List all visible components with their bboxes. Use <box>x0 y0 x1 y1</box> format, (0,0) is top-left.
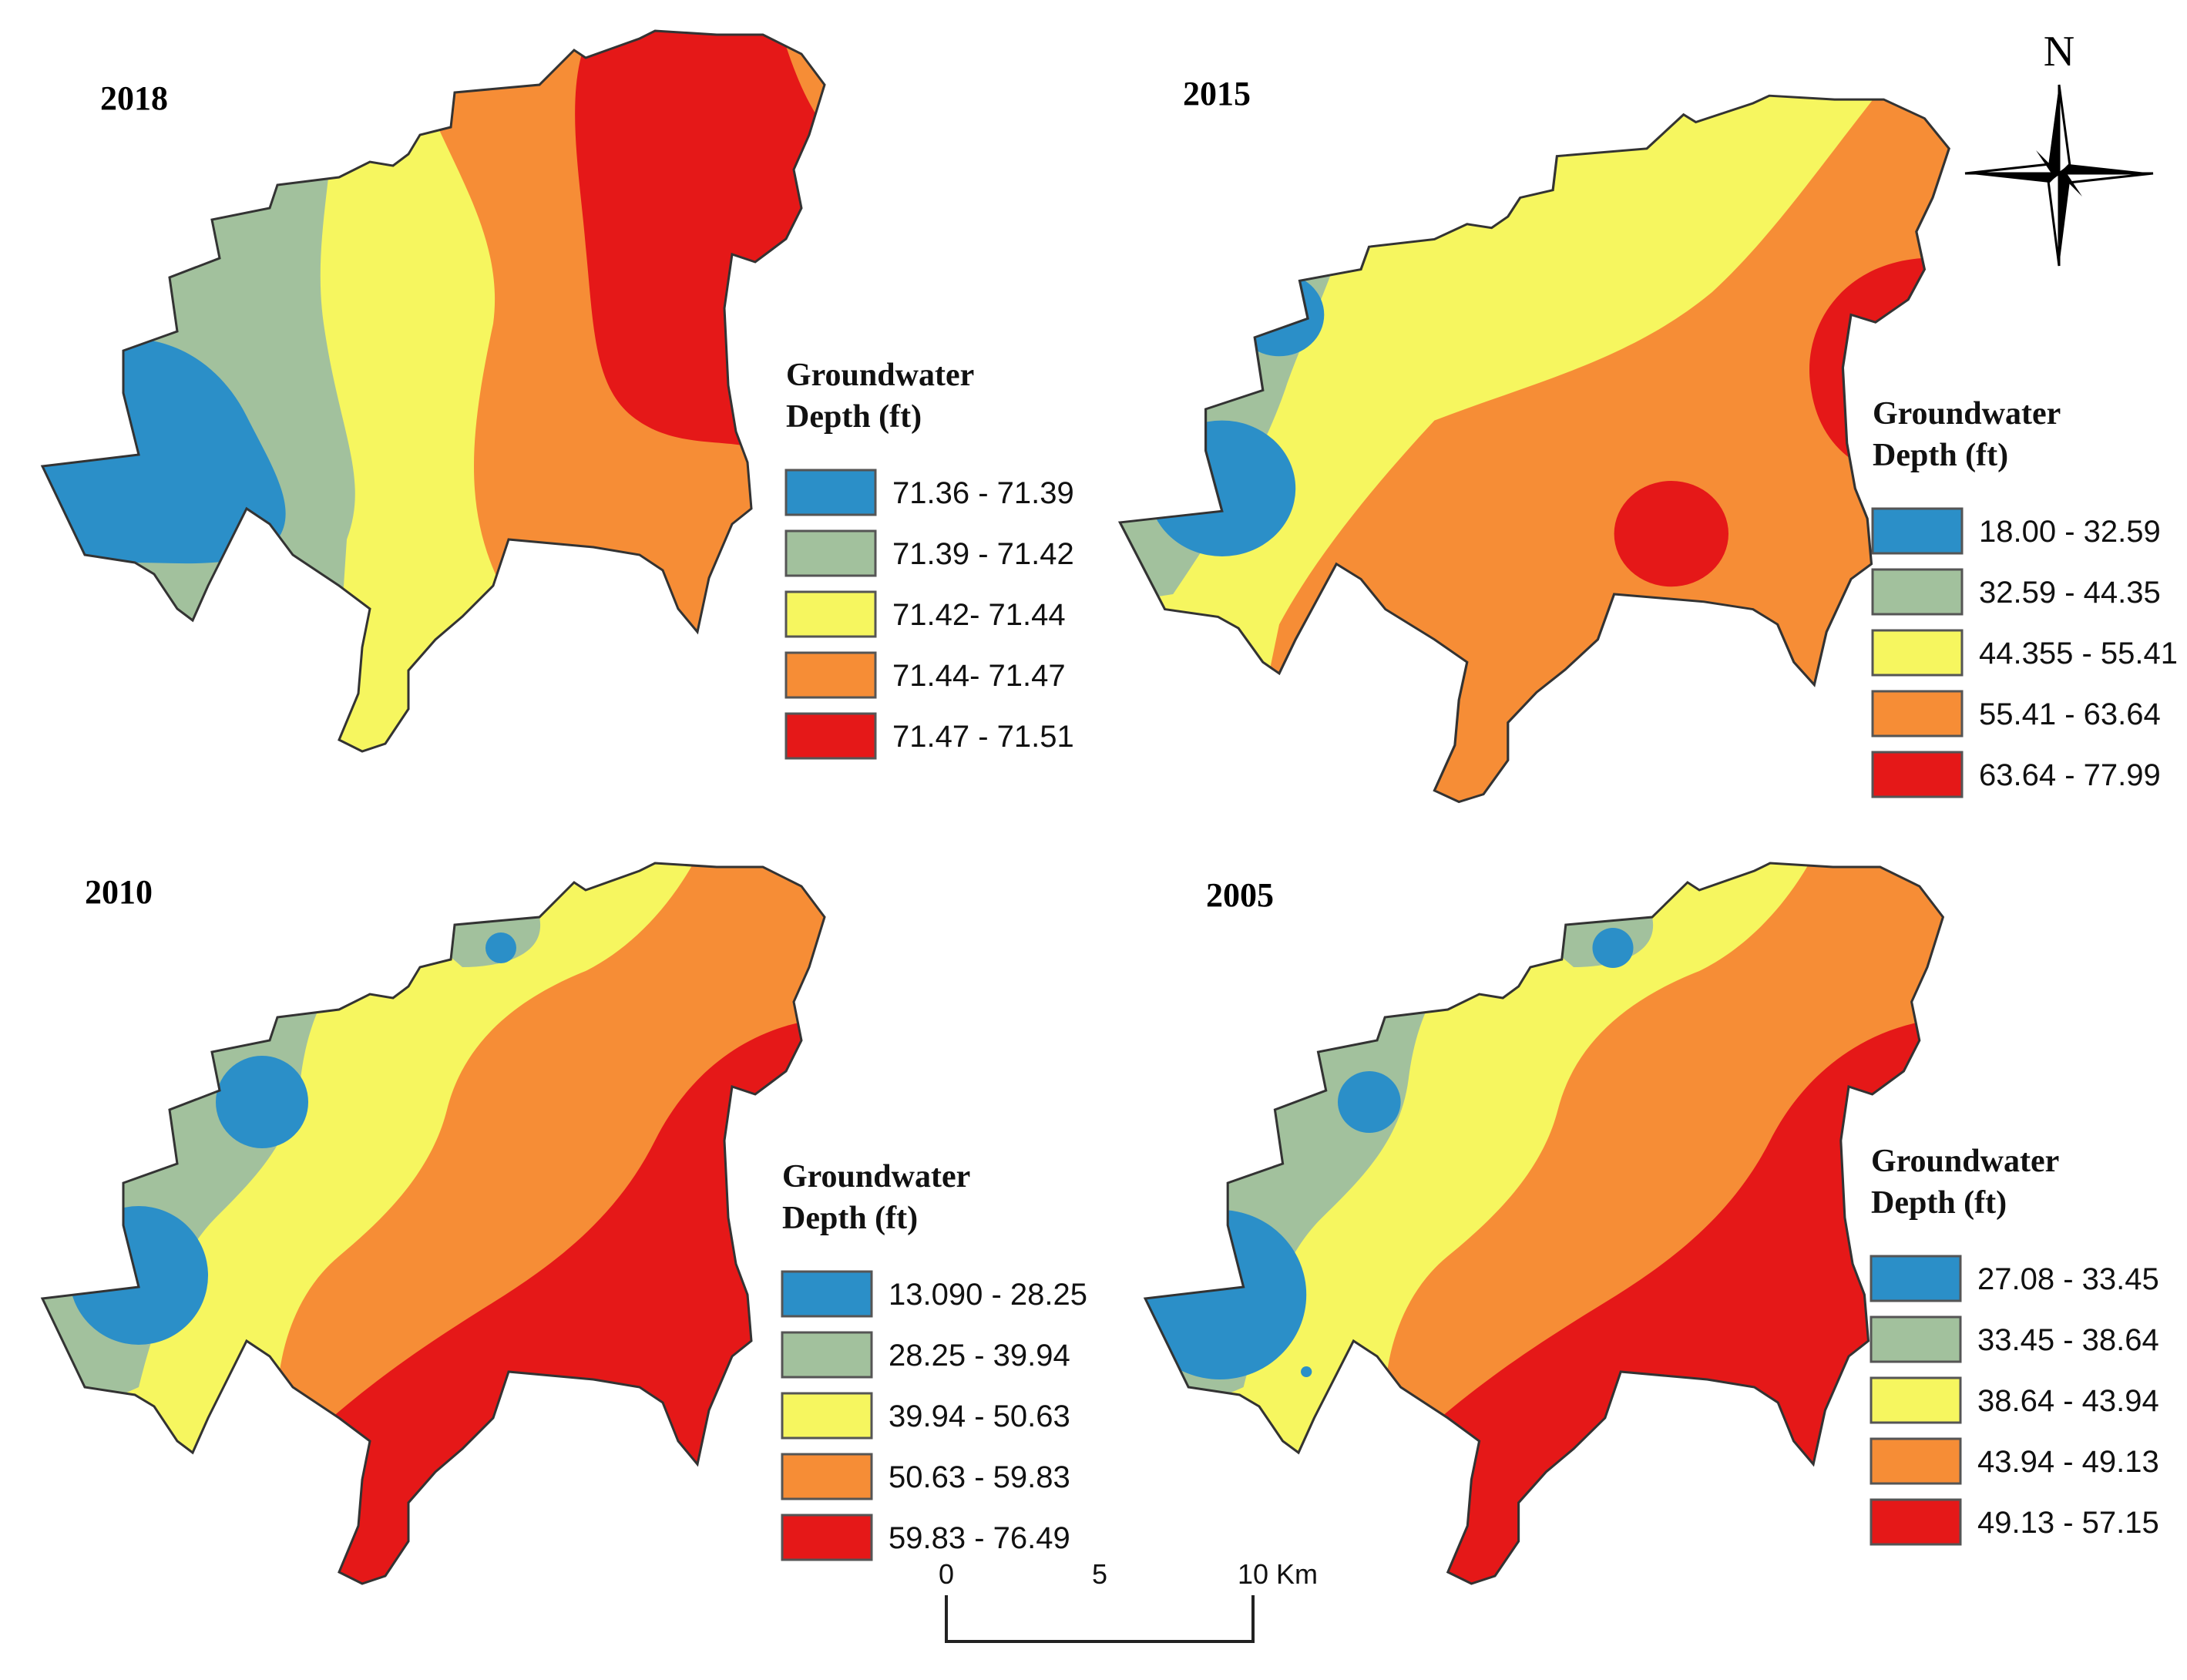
panel-year-title: 2005 <box>1206 876 1274 914</box>
legend: Groundwater Depth (ft) 71.36 - 71.39 71.3… <box>784 358 1074 760</box>
legend-label: 43.94 - 49.13 <box>1977 1445 2159 1479</box>
legend-swatch <box>1871 568 1964 616</box>
legend-title-line2: Depth (ft) <box>786 399 922 435</box>
legend-swatch <box>781 1331 873 1379</box>
legend-swatch <box>781 1453 873 1500</box>
panel-year-title: 2018 <box>100 79 168 117</box>
legend-swatch <box>1871 751 1964 798</box>
legend-label: 44.355 - 55.41 <box>1979 637 2178 670</box>
zone-class1 <box>1338 1071 1401 1133</box>
legend-swatch <box>1870 1376 1962 1424</box>
zone-class5 <box>1614 481 1728 587</box>
zone-class1 <box>69 1206 208 1345</box>
legend-title-line1: Groundwater <box>1873 396 2061 432</box>
legend-swatch <box>1870 1437 1962 1485</box>
legend-label: 39.94 - 50.63 <box>889 1399 1070 1433</box>
panel-year-title: 2015 <box>1183 75 1251 113</box>
north-arrow-icon: N <box>1964 28 2154 267</box>
legend-swatch <box>1871 690 1964 738</box>
legend-label: 71.39 - 71.42 <box>892 537 1074 571</box>
legend-swatch <box>781 1392 873 1440</box>
legend-swatch <box>1870 1255 1962 1302</box>
scale-bar: 0 5 10 Km <box>939 1558 1318 1643</box>
legend-label: 71.36 - 71.39 <box>892 476 1074 510</box>
legend-swatch <box>1870 1315 1962 1363</box>
zone-class1 <box>1148 420 1296 556</box>
zone-class1 <box>1234 273 1325 357</box>
legend-title-line2: Depth (ft) <box>1873 438 2008 473</box>
legend-label: 59.83 - 76.49 <box>889 1521 1070 1555</box>
legend-title-line2: Depth (ft) <box>782 1201 918 1236</box>
legend-label: 18.00 - 32.59 <box>1979 515 2161 549</box>
scale-tick-5: 5 <box>1092 1558 1107 1590</box>
legend-label: 50.63 - 59.83 <box>889 1460 1070 1494</box>
zone-class1 <box>1145 1210 1307 1379</box>
scale-tick-0: 0 <box>939 1558 954 1590</box>
zone-class5 <box>1340 658 1431 742</box>
legend-swatch <box>784 469 877 516</box>
zone-class1 <box>1301 1366 1312 1377</box>
map-panel-2018: 2018 Groundwater Depth (ft) 71.36 - 71.3… <box>41 29 1074 760</box>
legend-label: 38.64 - 43.94 <box>1977 1384 2159 1418</box>
legend-swatch <box>784 529 877 577</box>
legend-label: 32.59 - 44.35 <box>1979 576 2161 610</box>
legend-swatch <box>784 651 877 699</box>
legend-label: 33.45 - 38.64 <box>1977 1323 2159 1357</box>
map-panel-2005 <box>1144 862 1944 1585</box>
legend-title-line1: Groundwater <box>1871 1144 2059 1179</box>
legend-label: 63.64 - 77.99 <box>1979 758 2161 792</box>
legend-label: 55.41 - 63.64 <box>1979 697 2161 731</box>
zone-class1 <box>1592 928 1634 968</box>
legend: Groundwater Depth (ft) 18.00 - 32.59 32.5… <box>1871 396 2178 798</box>
map-panel-2015 <box>1118 94 1950 804</box>
legend: Groundwater Depth (ft) 27.08 - 33.45 33.4… <box>1870 1144 2159 1546</box>
legend-swatch <box>781 1514 873 1561</box>
legend-swatch <box>781 1270 873 1318</box>
legend-swatch <box>784 590 877 638</box>
legend-label: 28.25 - 39.94 <box>889 1339 1070 1373</box>
legend-swatch <box>1870 1498 1962 1546</box>
map-panel-2010 <box>41 862 826 1585</box>
legend-label: 27.08 - 33.45 <box>1977 1262 2159 1296</box>
north-label: N <box>2044 28 2074 76</box>
legend-title-line2: Depth (ft) <box>1871 1185 2007 1221</box>
legend-label: 49.13 - 57.15 <box>1977 1506 2159 1540</box>
zone-class1 <box>485 932 516 963</box>
legend-title-line1: Groundwater <box>782 1159 970 1194</box>
legend-label: 71.42- 71.44 <box>892 598 1066 632</box>
legend-title-line1: Groundwater <box>786 358 974 393</box>
legend: Groundwater Depth (ft) 13.090 - 28.25 28.… <box>781 1159 1087 1561</box>
legend-swatch <box>1871 629 1964 677</box>
legend-swatch <box>1871 507 1964 555</box>
legend-label: 71.44- 71.47 <box>892 659 1066 693</box>
legend-label: 13.090 - 28.25 <box>889 1278 1087 1312</box>
scale-tick-10: 10 Km <box>1238 1558 1318 1590</box>
panel-year-title: 2010 <box>85 873 153 911</box>
legend-swatch <box>784 712 877 760</box>
legend-label: 71.47 - 71.51 <box>892 720 1074 754</box>
zone-class1 <box>216 1056 308 1148</box>
